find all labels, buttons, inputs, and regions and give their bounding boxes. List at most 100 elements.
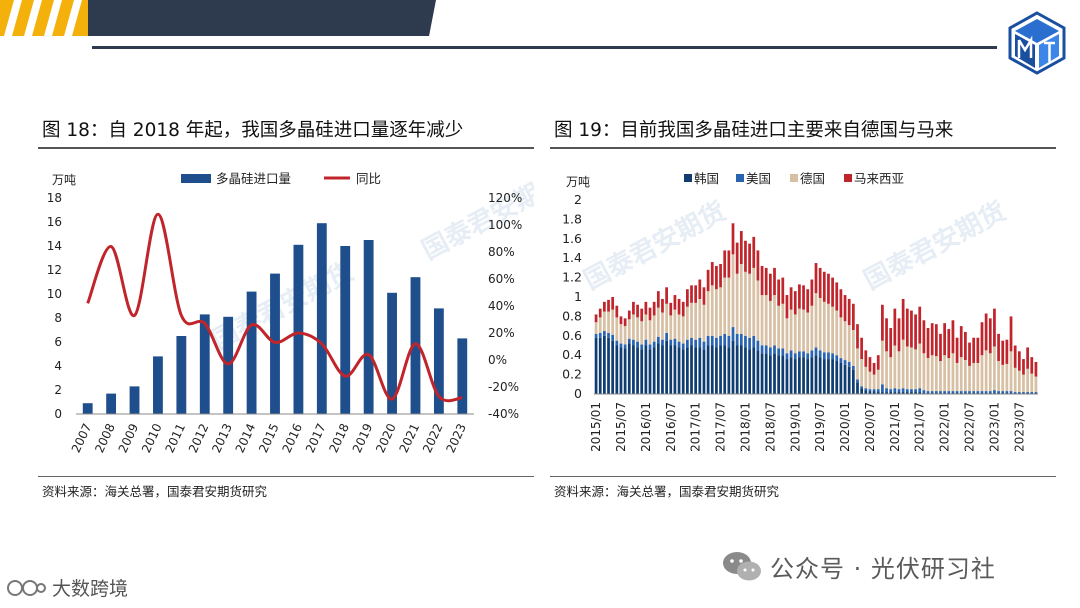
bar-segment-usa [901, 388, 905, 393]
x-tick-label: 2012 [186, 421, 212, 455]
legend-swatch [844, 174, 852, 182]
bar-segment-korea [785, 359, 789, 394]
bar-segment-korea [827, 359, 830, 394]
bar-segment-germany [1009, 351, 1013, 392]
bar-segment-germany [598, 317, 602, 333]
bar-import-volume [363, 240, 374, 414]
bar-segment-usa [611, 334, 615, 341]
bar-import-volume [340, 246, 351, 414]
bar-segment-usa [636, 341, 639, 348]
bar-segment-germany [685, 306, 689, 340]
bar-segment-malaysia [856, 324, 859, 349]
bar-segment-germany [756, 280, 760, 341]
bar-segment-malaysia [818, 267, 822, 298]
bar-segment-malaysia [681, 301, 685, 317]
bar-segment-germany [760, 295, 764, 346]
bar-segment-germany [860, 359, 864, 387]
header-rule [92, 46, 997, 49]
bar-segment-korea [764, 353, 768, 394]
bar-segment-germany [810, 305, 814, 351]
bar-segment-usa [831, 353, 834, 360]
bar-segment-usa [864, 388, 868, 391]
bar-import-volume [106, 393, 117, 414]
x-tick-label: 2022/07 [963, 402, 977, 452]
bar-segment-germany [661, 312, 664, 340]
bar-segment-usa [661, 339, 664, 346]
bar-segment-usa [1009, 391, 1013, 394]
bar-segment-korea [868, 391, 872, 394]
bar-segment-malaysia [980, 322, 984, 356]
bar-segment-malaysia [698, 279, 702, 299]
x-tick-label: 2022/01 [938, 402, 952, 452]
bar-segment-korea [914, 392, 917, 394]
bar-segment-germany [864, 366, 868, 389]
right-y-tick-label: 20% [488, 326, 515, 340]
bar-segment-malaysia [843, 295, 847, 322]
bar-segment-usa [1022, 392, 1025, 394]
x-tick-label: 2018/01 [738, 402, 752, 452]
bar-segment-malaysia [939, 333, 942, 362]
bar-segment-malaysia [835, 282, 839, 311]
legend-label: 马来西亚 [854, 171, 904, 186]
left-y-tick-label: 18 [47, 191, 62, 205]
bar-segment-korea [773, 353, 776, 394]
bar-segment-germany [623, 326, 627, 345]
left-y-tick-label: 6 [54, 335, 62, 349]
bar-segment-malaysia [881, 304, 884, 341]
bar-segment-malaysia [710, 262, 714, 286]
bar-segment-germany [872, 374, 876, 390]
bar-segment-usa [881, 384, 884, 393]
bar-segment-malaysia [648, 307, 652, 321]
bar-segment-malaysia [640, 308, 644, 322]
bar-segment-usa [988, 391, 992, 394]
bar-segment-germany [723, 277, 727, 334]
x-tick-label: 2021/07 [913, 402, 927, 452]
bar-segment-usa [1005, 391, 1009, 394]
x-tick-label: 2017/07 [714, 402, 728, 452]
bar-segment-usa [598, 332, 602, 338]
bar-segment-usa [802, 351, 805, 358]
bar-segment-usa [706, 335, 710, 346]
figure-19-svg: 国泰君安期货 国泰君安期货万吨00.20.40.60.811.21.41.61.8… [562, 171, 1038, 452]
figure-19-source: 资料来源：海关总署，国泰君安期货研究 [554, 484, 780, 499]
bar-segment-korea [843, 364, 847, 394]
bar-segment-usa [627, 338, 631, 344]
bar-segment-korea [818, 357, 822, 394]
bar-segment-korea [885, 392, 888, 394]
y-tick-label: 1 [574, 289, 582, 304]
bar-segment-korea [889, 392, 893, 394]
bar-segment-germany [715, 289, 718, 338]
bar-segment-malaysia [632, 301, 635, 315]
bar-segment-usa [835, 355, 839, 362]
legend-label: 美国 [746, 171, 771, 186]
bar-segment-usa [847, 361, 851, 367]
bar-segment-korea [702, 349, 706, 394]
x-tick-label: 2020/01 [838, 402, 852, 452]
bar-segment-germany [951, 353, 955, 392]
x-tick-label: 2020 [373, 421, 399, 455]
bar-segment-malaysia [598, 308, 602, 318]
watermark-text: 国泰君安期货 [859, 196, 1011, 297]
bar-segment-malaysia [831, 277, 834, 307]
bar-segment-korea [623, 348, 627, 394]
bar-segment-germany [698, 298, 702, 338]
bar-segment-germany [939, 361, 942, 392]
bar-segment-germany [789, 309, 793, 351]
bar-segment-malaysia [789, 287, 793, 310]
left-y-tick-label: 8 [54, 311, 62, 325]
x-tick-label: 2021/01 [888, 402, 902, 452]
bar-segment-malaysia [851, 303, 855, 330]
bar-segment-germany [607, 311, 610, 333]
bar-segment-korea [881, 392, 884, 394]
bar-segment-usa [934, 391, 938, 394]
bar-segment-usa [1030, 392, 1034, 394]
bar-segment-malaysia [827, 273, 830, 304]
x-tick-label: 2019/07 [813, 402, 827, 452]
bar-segment-malaysia [594, 314, 598, 323]
bar-segment-malaysia [814, 263, 818, 294]
x-tick-label: 2020/07 [863, 402, 877, 452]
bar-segment-germany [798, 308, 801, 352]
right-y-tick-label: 80% [488, 245, 515, 259]
bar-segment-malaysia [901, 298, 905, 340]
bar-segment-germany [731, 254, 735, 328]
